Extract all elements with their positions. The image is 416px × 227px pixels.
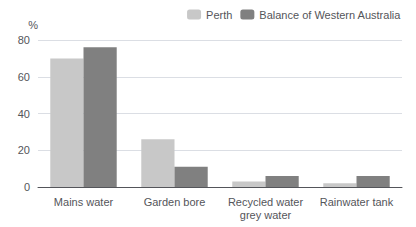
svg-text:20: 20 [18,144,30,156]
svg-text:Balance of Western Australia: Balance of Western Australia [259,9,401,21]
svg-text:Perth: Perth [206,9,232,21]
svg-text:%: % [28,19,38,31]
svg-text:0: 0 [24,181,30,193]
svg-text:Rainwater tank: Rainwater tank [320,196,394,208]
svg-text:60: 60 [18,71,30,83]
svg-text:Recycled water: Recycled water [228,196,304,208]
svg-text:40: 40 [18,108,30,120]
svg-text:grey water: grey water [240,209,292,221]
svg-text:80: 80 [18,34,30,46]
svg-text:Mains water: Mains water [54,196,114,208]
svg-text:Garden bore: Garden bore [144,196,206,208]
